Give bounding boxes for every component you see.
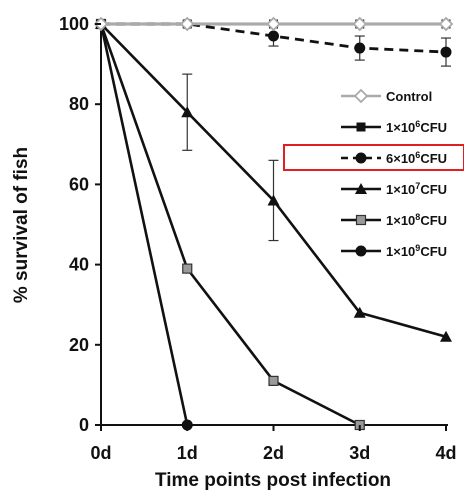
x-tick-label: 0d (90, 443, 111, 463)
legend-label: 1×108CFU (386, 212, 447, 228)
data-point (182, 263, 193, 274)
x-tick-label: 2d (263, 443, 284, 463)
data-point (440, 330, 452, 342)
data-point (353, 88, 369, 104)
legend-item: Control (341, 88, 432, 104)
legend-label-main: 1×10 (386, 213, 415, 228)
y-tick-label: 0 (79, 415, 89, 435)
data-point (266, 16, 281, 32)
data-point (438, 16, 454, 32)
legend-box (333, 80, 464, 265)
y-tick-label: 100 (59, 14, 89, 34)
y-tick-label: 60 (69, 174, 89, 194)
legend-label-unit: CFU (420, 120, 447, 135)
legend-label-exponent: 6 (415, 150, 420, 160)
data-point (179, 16, 195, 32)
legend-label-main: Control (386, 89, 432, 104)
data-point (352, 16, 368, 32)
y-tick-label: 80 (69, 94, 89, 114)
legend-label-main: 1×10 (386, 120, 415, 135)
data-point (268, 30, 279, 42)
data-point (356, 122, 366, 132)
data-point (440, 46, 452, 58)
chart-series (93, 16, 454, 431)
legend-item: 1×109CFU (341, 243, 447, 259)
data-point (355, 214, 367, 226)
legend-label-exponent: 6 (415, 119, 420, 129)
legend-label: 6×106CFU (386, 150, 447, 166)
legend-label-unit: CFU (420, 244, 447, 259)
data-point (355, 152, 367, 164)
legend-item: 1×107CFU (341, 181, 447, 197)
data-point (354, 42, 366, 54)
legend-label-exponent: 8 (415, 212, 420, 222)
x-axis-label: Time points post infection (155, 470, 391, 491)
legend-label-main: 1×10 (386, 244, 415, 259)
legend-label-unit: CFU (420, 213, 447, 228)
legend-label: 1×106CFU (386, 119, 447, 135)
legend-item: 1×108CFU (341, 212, 447, 228)
series-line (99, 23, 361, 427)
legend-label: 1×107CFU (386, 181, 447, 197)
y-tick-label: 40 (69, 255, 89, 275)
data-point (267, 194, 280, 206)
legend-label-exponent: 9 (415, 243, 420, 253)
x-tick-label: 1d (177, 443, 198, 463)
series-0 (93, 16, 454, 32)
legend: Control1×106CFU6×106CFU1×107CFU1×108CFU1… (283, 80, 464, 265)
highlight-box (283, 144, 464, 171)
legend-label-main: 1×10 (386, 182, 415, 197)
data-point (355, 245, 367, 257)
chart-ticks: 0 20 40 60 80 100 0d 1d 2d 3d 4d (59, 14, 457, 463)
x-tick-label: 3d (349, 443, 370, 463)
legend-item: 6×106CFU (283, 144, 464, 171)
x-tick-label: 4d (435, 443, 456, 463)
series-line (99, 23, 189, 426)
legend-label-main: 6×10 (386, 151, 415, 166)
series-5 (95, 18, 193, 431)
legend-label: Control (386, 89, 432, 104)
data-point (353, 306, 366, 318)
legend-label: 1×109CFU (386, 243, 447, 259)
data-point (268, 375, 279, 386)
y-tick-label: 20 (69, 335, 89, 355)
data-point (355, 183, 367, 194)
legend-label-unit: CFU (420, 151, 447, 166)
legend-item: 1×106CFU (341, 119, 447, 135)
series-4 (95, 18, 365, 431)
y-axis-label: % survival of fish (11, 147, 32, 303)
legend-label-unit: CFU (420, 182, 447, 197)
data-point (181, 106, 194, 118)
legend-label-exponent: 7 (415, 181, 420, 191)
